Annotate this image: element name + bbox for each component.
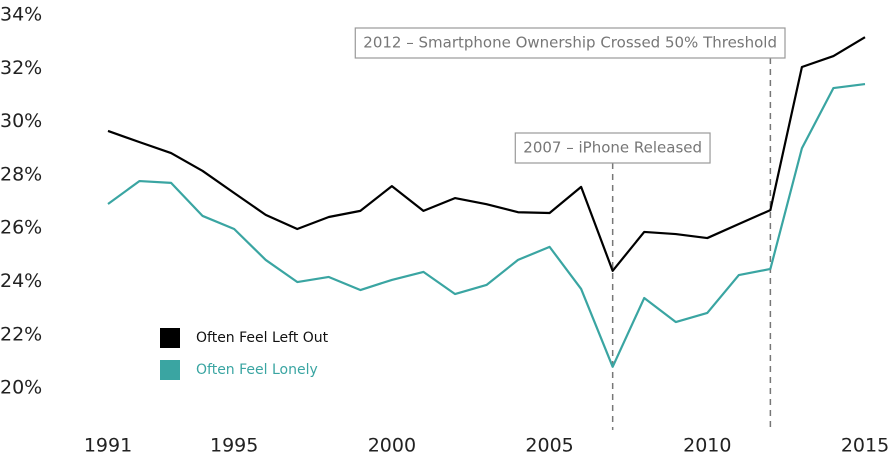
legend-swatch bbox=[160, 360, 180, 380]
x-tick-label: 1991 bbox=[84, 435, 132, 457]
series-line bbox=[107, 82, 866, 368]
y-tick-label: 22% bbox=[0, 323, 42, 345]
x-tick-label: 2015 bbox=[841, 435, 889, 457]
y-tick-label: 24% bbox=[0, 270, 42, 292]
y-tick-label: 34% bbox=[0, 4, 42, 26]
y-tick-label: 28% bbox=[0, 163, 42, 185]
y-tick-label: 26% bbox=[0, 217, 42, 239]
annotation-label: 2012 – Smartphone Ownership Crossed 50% … bbox=[363, 34, 777, 52]
annotation-box bbox=[354, 27, 786, 59]
annotation-label: 2007 – iPhone Released bbox=[523, 139, 702, 157]
series-line bbox=[107, 36, 866, 272]
x-tick-label: 1995 bbox=[210, 435, 258, 457]
legend-label: Often Feel Left Out bbox=[196, 330, 329, 346]
y-tick-label: 32% bbox=[0, 57, 42, 79]
x-tick-label: 2005 bbox=[525, 435, 573, 457]
legend-label: Often Feel Lonely bbox=[196, 362, 318, 378]
x-tick-label: 2010 bbox=[683, 435, 731, 457]
y-tick-label: 30% bbox=[0, 110, 42, 132]
legend-swatch bbox=[160, 328, 180, 348]
y-tick-label: 20% bbox=[0, 377, 42, 399]
x-tick-label: 2000 bbox=[368, 435, 416, 457]
annotation-box bbox=[514, 132, 711, 164]
